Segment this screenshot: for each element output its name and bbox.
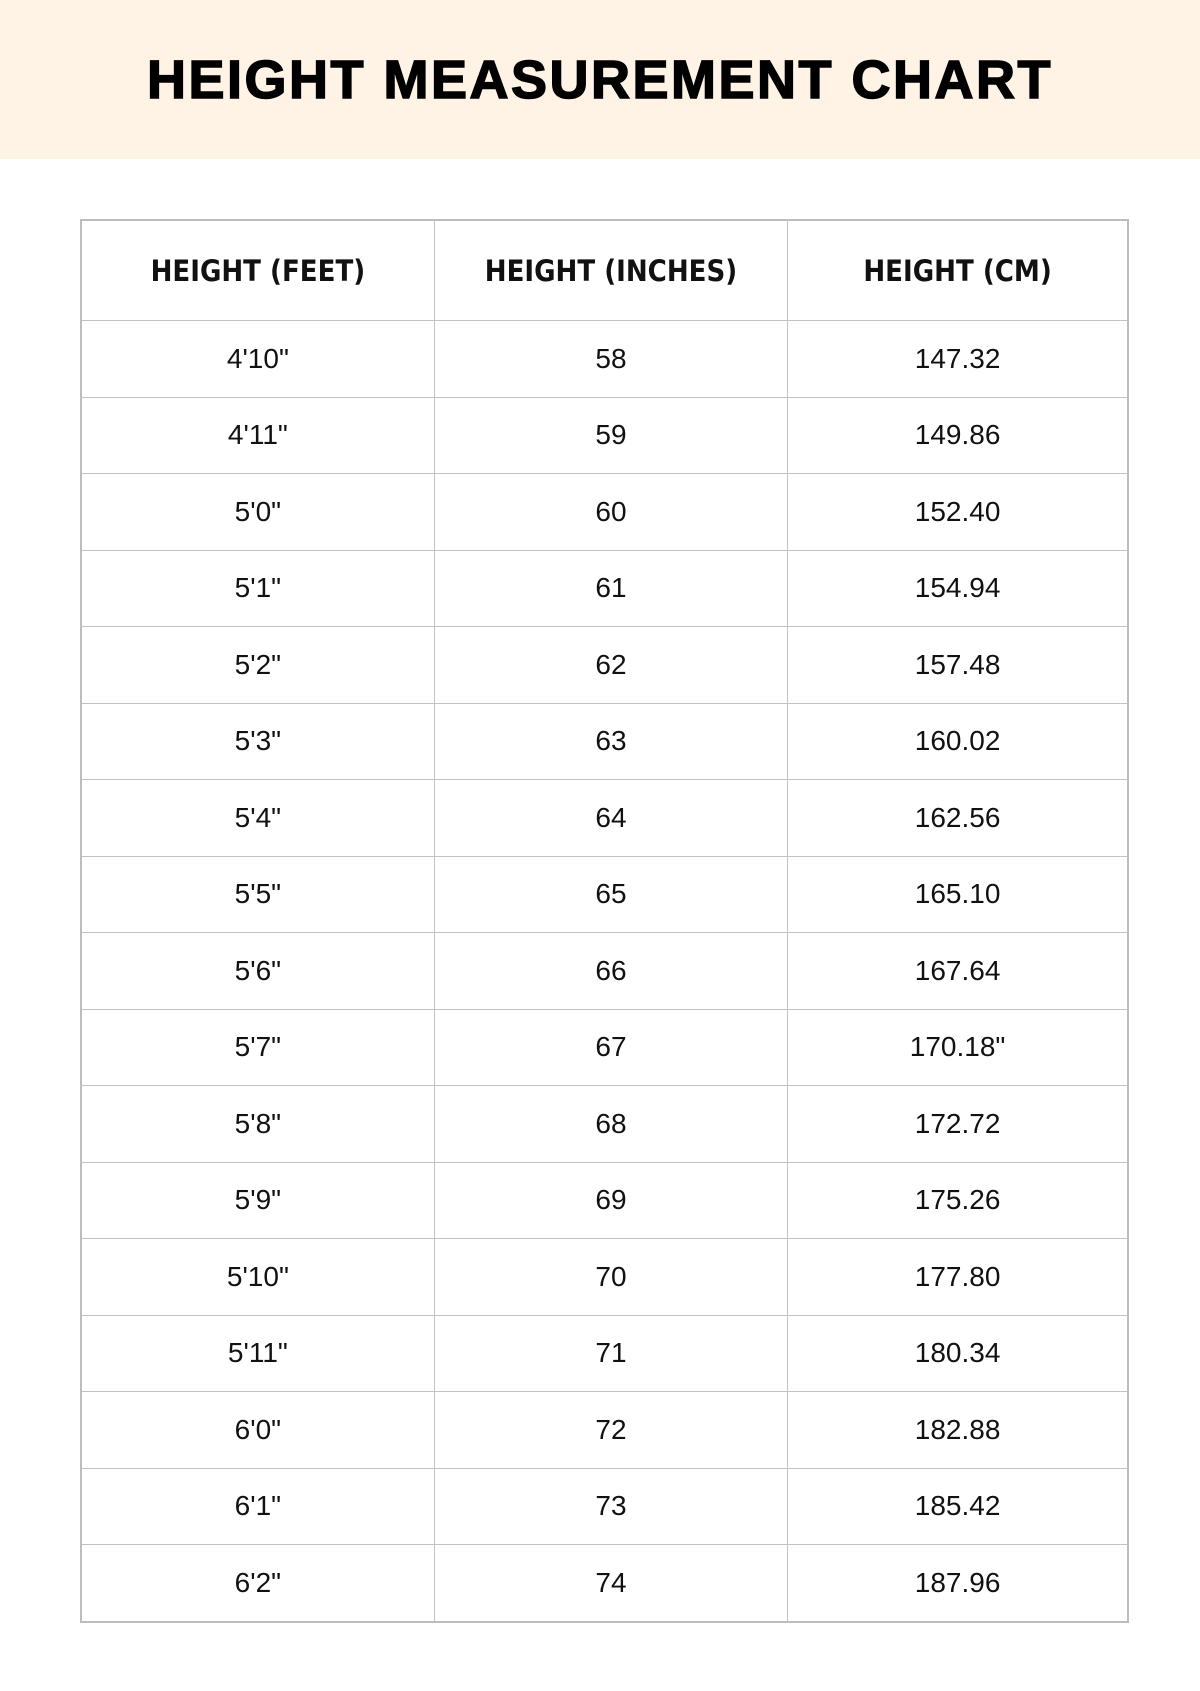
header-inches: HEIGHT (INCHES) bbox=[433, 219, 789, 321]
cell-inches: 60 bbox=[433, 473, 789, 551]
cell-cm: 147.32 bbox=[787, 320, 1129, 398]
cell-inches: 72 bbox=[433, 1391, 789, 1469]
table-row: 4'10" 58 147.32 bbox=[80, 320, 1129, 398]
cell-inches: 74 bbox=[433, 1544, 789, 1622]
table-row: 6'2" 74 187.96 bbox=[80, 1544, 1129, 1622]
cell-inches: 59 bbox=[433, 396, 789, 474]
header-cm: HEIGHT (CM) bbox=[787, 219, 1129, 321]
cell-inches: 66 bbox=[433, 932, 789, 1010]
table-row: 5'6" 66 167.64 bbox=[80, 932, 1129, 1010]
table-row: 5'8" 68 172.72 bbox=[80, 1085, 1129, 1163]
cell-cm: 149.86 bbox=[787, 396, 1129, 474]
cell-cm: 160.02 bbox=[787, 702, 1129, 780]
cell-feet: 5'1" bbox=[80, 549, 435, 627]
cell-cm: 167.64 bbox=[787, 932, 1129, 1010]
cell-cm: 185.42 bbox=[787, 1467, 1129, 1545]
cell-inches: 69 bbox=[433, 1161, 789, 1239]
title-banner: HEIGHT MEASUREMENT CHART bbox=[0, 0, 1200, 159]
cell-cm: 152.40 bbox=[787, 473, 1129, 551]
cell-feet: 5'6" bbox=[80, 932, 435, 1010]
header-feet: HEIGHT (FEET) bbox=[80, 219, 435, 321]
cell-cm: 187.96 bbox=[787, 1544, 1129, 1622]
table-row: 6'0" 72 182.88 bbox=[80, 1391, 1129, 1469]
table-row: 5'2" 62 157.48 bbox=[80, 626, 1129, 704]
cell-cm: 157.48 bbox=[787, 626, 1129, 704]
cell-feet: 5'5" bbox=[80, 855, 435, 933]
cell-feet: 5'2" bbox=[80, 626, 435, 704]
header-row: HEIGHT (FEET) HEIGHT (INCHES) HEIGHT (CM… bbox=[80, 219, 1129, 321]
cell-inches: 64 bbox=[433, 779, 789, 857]
cell-cm: 180.34 bbox=[787, 1314, 1129, 1392]
cell-inches: 73 bbox=[433, 1467, 789, 1545]
table-row: 5'0" 60 152.40 bbox=[80, 473, 1129, 551]
cell-inches: 61 bbox=[433, 549, 789, 627]
cell-feet: 5'9" bbox=[80, 1161, 435, 1239]
cell-feet: 5'11" bbox=[80, 1314, 435, 1392]
cell-inches: 67 bbox=[433, 1008, 789, 1086]
cell-feet: 5'10" bbox=[80, 1238, 435, 1316]
cell-feet: 6'1" bbox=[80, 1467, 435, 1545]
table-row: 5'3" 63 160.02 bbox=[80, 702, 1129, 780]
cell-cm: 170.18" bbox=[787, 1008, 1129, 1086]
cell-feet: 4'10" bbox=[80, 320, 435, 398]
cell-cm: 175.26 bbox=[787, 1161, 1129, 1239]
table-row: 5'11" 71 180.34 bbox=[80, 1314, 1129, 1392]
table-row: 4'11" 59 149.86 bbox=[80, 396, 1129, 474]
cell-feet: 5'0" bbox=[80, 473, 435, 551]
cell-feet: 4'11" bbox=[80, 396, 435, 474]
cell-cm: 154.94 bbox=[787, 549, 1129, 627]
table-row: 5'9" 69 175.26 bbox=[80, 1161, 1129, 1239]
cell-inches: 70 bbox=[433, 1238, 789, 1316]
cell-feet: 6'0" bbox=[80, 1391, 435, 1469]
cell-feet: 5'8" bbox=[80, 1085, 435, 1163]
cell-inches: 71 bbox=[433, 1314, 789, 1392]
height-table: HEIGHT (FEET) HEIGHT (INCHES) HEIGHT (CM… bbox=[80, 219, 1129, 1623]
cell-feet: 5'3" bbox=[80, 702, 435, 780]
table-row: 5'5" 65 165.10 bbox=[80, 855, 1129, 933]
cell-feet: 5'7" bbox=[80, 1008, 435, 1086]
cell-inches: 68 bbox=[433, 1085, 789, 1163]
table-row: 5'10" 70 177.80 bbox=[80, 1238, 1129, 1316]
table-row: 5'4" 64 162.56 bbox=[80, 779, 1129, 857]
cell-cm: 182.88 bbox=[787, 1391, 1129, 1469]
page-title: HEIGHT MEASUREMENT CHART bbox=[146, 49, 1053, 111]
table-row: 5'7" 67 170.18" bbox=[80, 1008, 1129, 1086]
cell-inches: 65 bbox=[433, 855, 789, 933]
cell-cm: 172.72 bbox=[787, 1085, 1129, 1163]
cell-inches: 62 bbox=[433, 626, 789, 704]
cell-cm: 162.56 bbox=[787, 779, 1129, 857]
cell-inches: 63 bbox=[433, 702, 789, 780]
cell-cm: 177.80 bbox=[787, 1238, 1129, 1316]
table-row: 6'1" 73 185.42 bbox=[80, 1467, 1129, 1545]
cell-inches: 58 bbox=[433, 320, 789, 398]
cell-feet: 6'2" bbox=[80, 1544, 435, 1622]
cell-feet: 5'4" bbox=[80, 779, 435, 857]
table-row: 5'1" 61 154.94 bbox=[80, 549, 1129, 627]
cell-cm: 165.10 bbox=[787, 855, 1129, 933]
